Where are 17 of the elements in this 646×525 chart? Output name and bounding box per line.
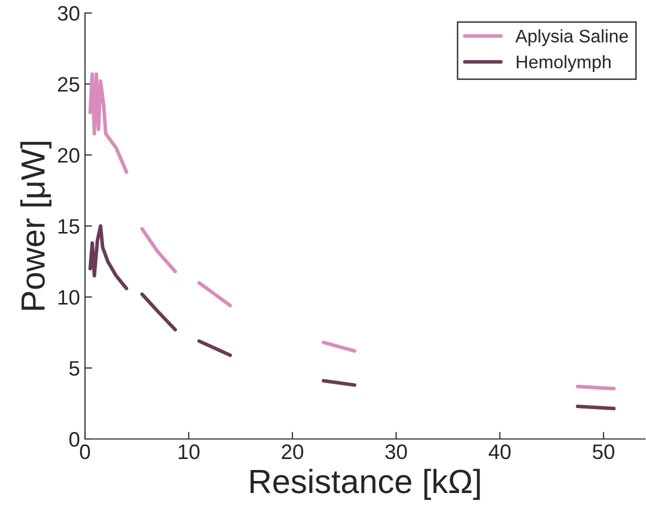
x-tick-label: 40 xyxy=(488,444,511,460)
y-tick-label: 20 xyxy=(58,148,80,163)
x-tick-label: 30 xyxy=(385,444,407,460)
legend-label: Hemolymph xyxy=(516,55,610,72)
x-tick-label: 10 xyxy=(178,444,200,460)
x-axis-title: Resistance [kΩ] xyxy=(250,468,480,500)
y-tick-label: 5 xyxy=(69,361,80,376)
y-axis-title: Power [μW] xyxy=(20,142,52,310)
x-tick-label: 0 xyxy=(80,444,90,460)
x-tick-label: 20 xyxy=(282,444,304,460)
legend-label: Aplysia Saline xyxy=(515,29,628,46)
y-tick-label: 0 xyxy=(69,432,80,447)
y-tick-label: 10 xyxy=(58,290,80,305)
y-tick-label: 30 xyxy=(58,6,80,21)
x-tick-label: 50 xyxy=(592,444,614,460)
y-tick-label: 15 xyxy=(58,219,80,234)
y-tick-label: 25 xyxy=(58,77,80,92)
